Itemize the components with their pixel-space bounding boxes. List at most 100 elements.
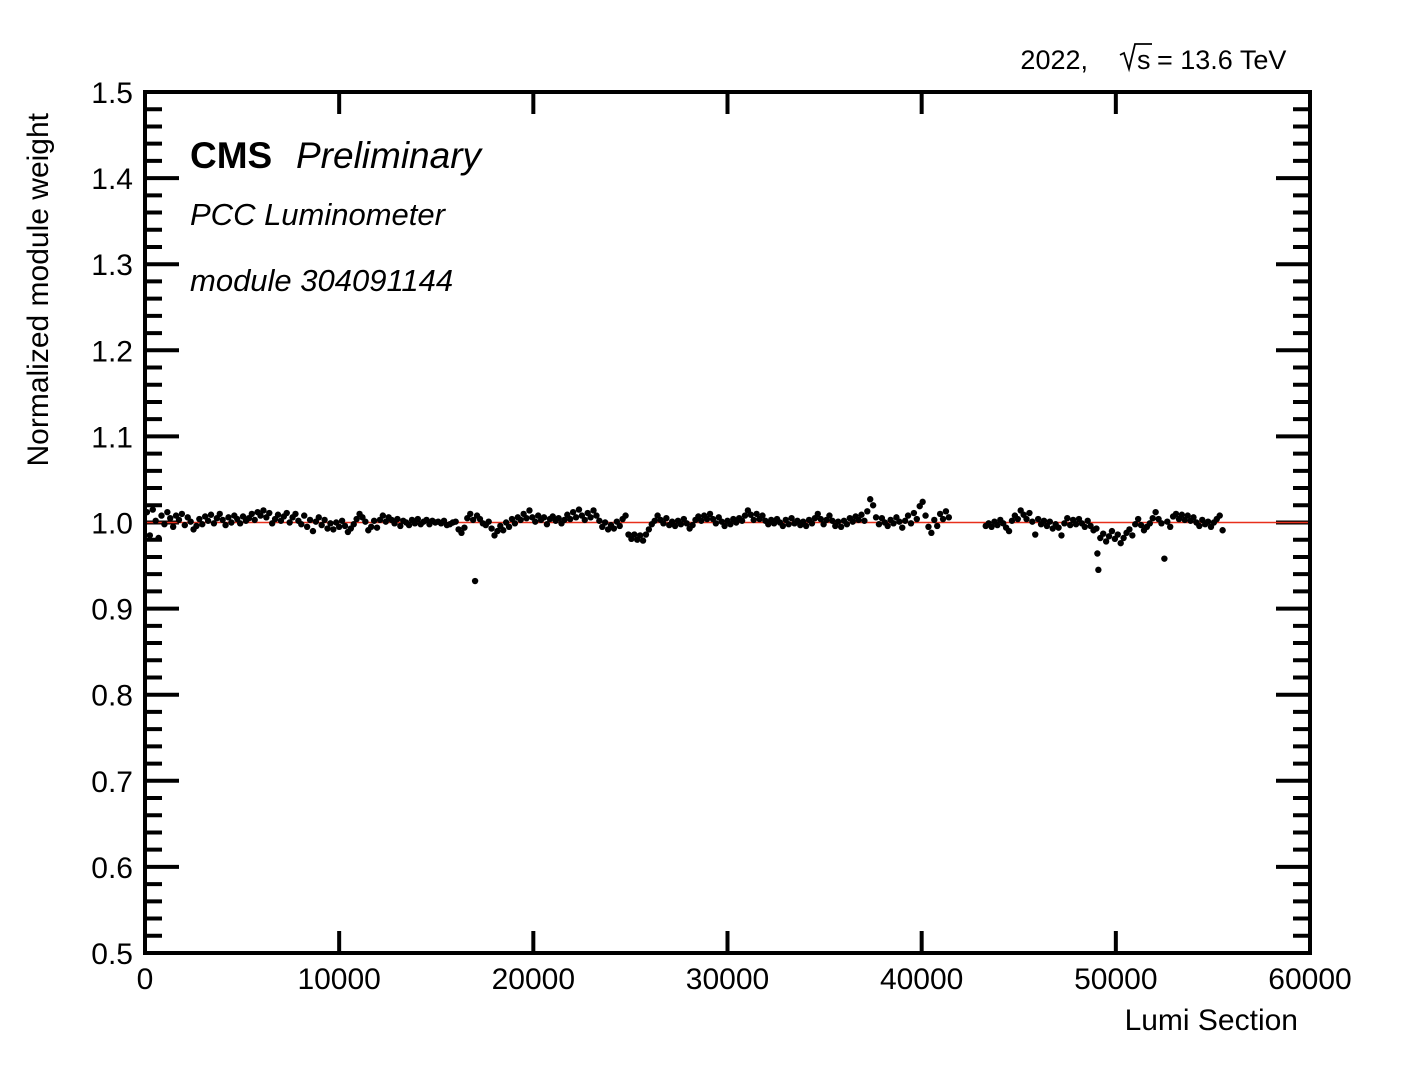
data-point — [1023, 515, 1030, 523]
data-point — [532, 518, 539, 525]
plot-frame — [143, 90, 1312, 955]
data-point — [1117, 539, 1124, 547]
data-point — [210, 520, 218, 527]
data-point — [945, 514, 953, 521]
data-point — [1064, 514, 1071, 522]
data-point — [741, 512, 749, 519]
data-point — [1114, 531, 1121, 538]
data-point — [298, 521, 305, 528]
x-tick-label: 10000 — [297, 963, 380, 996]
y-tick-label: 1.0 — [91, 508, 133, 541]
data-point — [488, 525, 495, 532]
data-point — [1055, 524, 1062, 531]
y-tick-label: 1.1 — [91, 421, 133, 454]
module-label: module 304091144 — [190, 263, 453, 298]
data-point — [204, 517, 212, 524]
y-tick-label: 1.5 — [91, 77, 133, 110]
data-point — [414, 515, 422, 523]
data-point — [936, 510, 944, 518]
data-point — [869, 502, 877, 509]
data-point — [1132, 521, 1139, 528]
data-point — [500, 527, 507, 534]
data-point — [706, 510, 714, 518]
data-point — [216, 510, 223, 518]
data-point — [645, 526, 653, 533]
data-point — [193, 522, 200, 530]
data-point — [596, 517, 603, 524]
data-point — [1129, 532, 1136, 539]
data-point — [219, 516, 226, 524]
data-point — [248, 510, 255, 518]
data-point — [379, 512, 387, 519]
data-point — [167, 514, 174, 522]
y-tick-label: 1.2 — [91, 335, 133, 368]
data-point — [834, 518, 842, 525]
data-point — [1040, 517, 1048, 524]
data-point — [1167, 523, 1174, 531]
data-point — [1093, 525, 1100, 532]
data-point — [593, 512, 600, 519]
top-right-label: 2022, — [1020, 45, 1088, 75]
data-point — [1108, 527, 1116, 535]
data-point — [753, 510, 760, 518]
data-point — [1120, 534, 1127, 542]
data-point — [913, 515, 921, 523]
data-point — [1046, 518, 1054, 525]
data-point — [601, 519, 609, 526]
data-point — [318, 521, 325, 529]
data-point — [939, 515, 947, 523]
data-point — [642, 531, 650, 538]
data-point — [452, 518, 459, 525]
data-point — [855, 516, 862, 524]
data-point — [817, 515, 824, 523]
data-point — [523, 514, 530, 522]
data-point — [306, 516, 314, 524]
data-point — [567, 515, 574, 523]
data-point — [1061, 520, 1068, 527]
data-point — [511, 520, 519, 527]
data-point — [1149, 514, 1156, 522]
data-point — [872, 514, 880, 521]
data-point — [1146, 520, 1154, 527]
data-point — [829, 517, 836, 524]
data-point — [814, 510, 821, 518]
data-point — [394, 515, 401, 523]
data-point — [575, 506, 583, 513]
data-point — [590, 507, 597, 514]
energy-symbol: s — [1137, 45, 1151, 75]
data-point — [1219, 527, 1226, 534]
data-point — [663, 514, 670, 522]
data-point — [651, 517, 658, 524]
data-point — [155, 534, 162, 542]
data-point — [890, 520, 897, 527]
data-point — [1172, 510, 1180, 518]
data-point — [199, 521, 206, 528]
data-point — [631, 531, 638, 538]
data-point — [901, 517, 909, 524]
data-point — [867, 496, 874, 503]
data-point — [494, 527, 501, 535]
data-point — [928, 529, 935, 537]
data-point — [1190, 514, 1197, 521]
data-point — [1072, 521, 1080, 528]
energy-label: s = 13.6 TeV — [1119, 43, 1286, 75]
data-point — [1100, 530, 1107, 537]
data-point — [988, 523, 995, 531]
data-point — [222, 521, 229, 529]
data-point — [257, 512, 264, 519]
data-point — [146, 532, 154, 539]
data-point — [181, 521, 189, 529]
data-point — [321, 516, 328, 524]
data-point — [1184, 512, 1191, 519]
data-point — [207, 511, 215, 518]
y-tick-label: 1.4 — [91, 163, 133, 196]
data-point — [341, 522, 349, 530]
data-point — [931, 516, 938, 524]
data-point — [324, 525, 331, 532]
data-point — [309, 527, 317, 535]
data-point — [555, 514, 562, 522]
data-point — [858, 511, 865, 518]
data-point — [1196, 522, 1203, 530]
data-point — [353, 515, 360, 523]
